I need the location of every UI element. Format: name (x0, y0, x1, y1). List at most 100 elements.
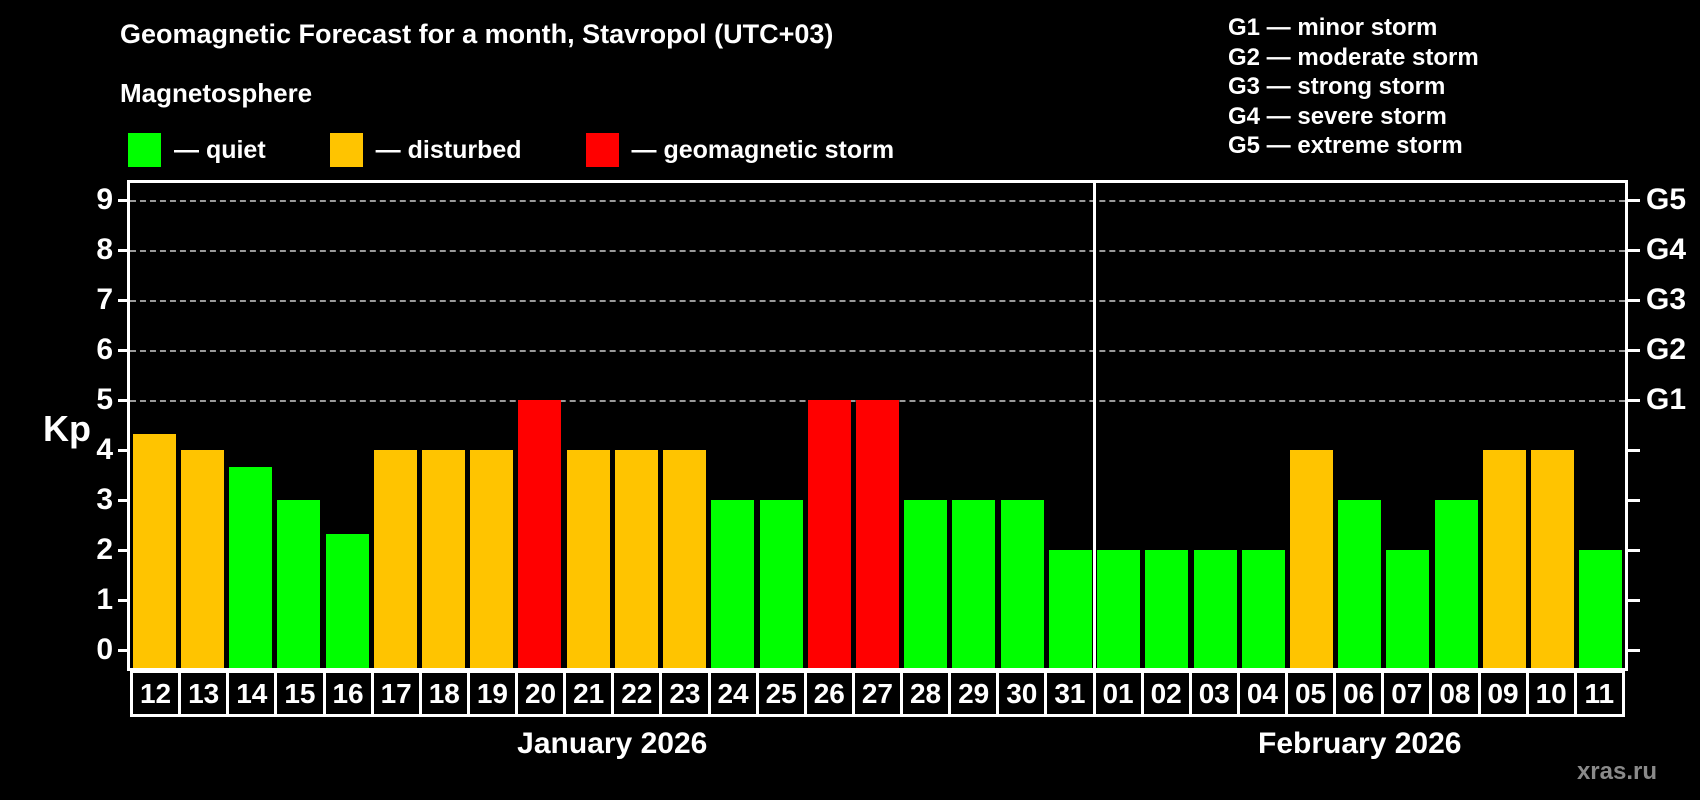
day-label-13: 13 (178, 670, 230, 717)
bar-day-31 (1048, 550, 1092, 668)
day-label-07: 07 (1381, 670, 1433, 717)
bar-day-20 (518, 400, 562, 668)
bar-day-27 (856, 400, 899, 668)
bar-day-14 (229, 466, 273, 668)
g-legend-line-4: G4 — severe storm (1228, 102, 1447, 130)
gridline-kp9 (130, 200, 1625, 202)
chart-title: Geomagnetic Forecast for a month, Stavro… (120, 19, 834, 49)
bar-day-16 (325, 533, 369, 668)
bar-day-17 (373, 450, 417, 668)
disturbed-swatch-icon (329, 133, 363, 167)
left-tick-kp8 (118, 249, 130, 252)
right-tick-kp1 (1628, 599, 1640, 602)
g-axis-label-G5: G5 (1646, 183, 1687, 216)
day-label-04: 04 (1236, 670, 1288, 717)
y-tick-label-5: 5 (96, 383, 113, 416)
right-tick-kp4 (1628, 449, 1640, 452)
bar-day-22 (614, 450, 658, 668)
legend-item-disturbed: — disturbed (329, 133, 522, 167)
bar-day-03 (1193, 550, 1237, 668)
bar-day-30 (1000, 500, 1044, 668)
right-tick-kp2 (1628, 549, 1640, 552)
left-tick-kp4 (118, 449, 130, 452)
bar-day-13 (180, 450, 224, 668)
g-axis-label-G3: G3 (1646, 283, 1687, 316)
day-label-06: 06 (1333, 670, 1385, 717)
left-tick-kp1 (118, 599, 130, 602)
day-label-21: 21 (563, 670, 615, 717)
status-legend: — quiet — disturbed — geomagnetic storm (128, 133, 894, 167)
right-tick-kp9 (1628, 199, 1640, 202)
legend-label-quiet: — quiet (174, 136, 266, 164)
bar-day-24 (711, 500, 755, 668)
right-tick-kp3 (1628, 499, 1640, 502)
bar-day-10 (1531, 450, 1575, 668)
g-legend-line-3: G3 — strong storm (1228, 73, 1446, 100)
day-label-24: 24 (707, 670, 759, 717)
y-tick-label-6: 6 (96, 333, 113, 366)
right-tick-kp6 (1628, 349, 1640, 352)
bar-day-09 (1482, 450, 1526, 668)
day-label-28: 28 (900, 670, 952, 717)
watermark: xras.ru (1576, 758, 1657, 785)
left-tick-kp3 (118, 499, 130, 502)
bar-day-11 (1579, 550, 1623, 668)
day-label-05: 05 (1285, 670, 1337, 717)
bar-day-02 (1145, 550, 1189, 668)
legend-label-disturbed: — disturbed (375, 136, 522, 164)
y-tick-label-1: 1 (96, 583, 113, 616)
g-scale-legend: G1 — minor storm G2 — moderate storm G3 — … (1228, 13, 1479, 161)
right-tick-kp8 (1628, 249, 1640, 252)
g-legend-line-1: G1 — minor storm (1228, 14, 1438, 41)
day-label-30: 30 (996, 670, 1048, 717)
day-label-01: 01 (1092, 670, 1144, 717)
gridline-kp8 (130, 250, 1625, 252)
bar-day-23 (663, 450, 707, 668)
bar-day-06 (1338, 500, 1382, 668)
y-axis-label: Kp (43, 408, 91, 449)
bar-day-04 (1241, 550, 1285, 668)
day-label-25: 25 (755, 670, 807, 717)
day-label-26: 26 (803, 670, 855, 717)
y-tick-label-7: 7 (96, 283, 113, 316)
day-label-08: 08 (1429, 670, 1481, 717)
left-tick-kp7 (118, 299, 130, 302)
day-label-18: 18 (418, 670, 470, 717)
magnetosphere-label: Magnetosphere (120, 78, 313, 108)
day-label-23: 23 (659, 670, 711, 717)
bar-day-19 (470, 450, 514, 668)
g-axis-label-G2: G2 (1646, 333, 1687, 366)
bar-day-15 (277, 500, 321, 668)
bar-day-07 (1386, 550, 1430, 668)
bar-day-29 (952, 500, 996, 668)
day-label-09: 09 (1477, 670, 1529, 717)
gridline-kp6 (130, 350, 1625, 352)
gridline-kp7 (130, 300, 1625, 302)
y-tick-label-8: 8 (96, 233, 113, 266)
day-label-29: 29 (948, 670, 1000, 717)
day-label-17: 17 (370, 670, 422, 717)
bar-day-12 (132, 433, 176, 668)
plot-area (127, 180, 1628, 671)
left-tick-kp6 (118, 349, 130, 352)
bar-day-18 (421, 450, 465, 668)
legend-label-storm: — geomagnetic storm (631, 136, 895, 164)
bar-day-21 (566, 450, 610, 668)
day-label-03: 03 (1188, 670, 1240, 717)
storm-swatch-icon (585, 133, 619, 167)
y-tick-label-4: 4 (96, 433, 113, 466)
month-label-0: January 2026 (517, 727, 708, 760)
day-label-22: 22 (611, 670, 663, 717)
right-tick-kp0 (1628, 649, 1640, 652)
left-tick-kp5 (118, 399, 130, 402)
right-tick-kp7 (1628, 299, 1640, 302)
bar-day-01 (1097, 550, 1141, 668)
left-tick-kp9 (118, 199, 130, 202)
left-tick-kp2 (118, 549, 130, 552)
y-tick-label-0: 0 (96, 633, 113, 666)
bar-day-28 (904, 500, 948, 668)
day-axis: 12 13 14 15 16 17 18 19 20 21 22 23 24 25 26 27 28 29 30 31… (130, 670, 1625, 717)
day-label-14: 14 (226, 670, 278, 717)
bar-day-26 (807, 400, 851, 668)
